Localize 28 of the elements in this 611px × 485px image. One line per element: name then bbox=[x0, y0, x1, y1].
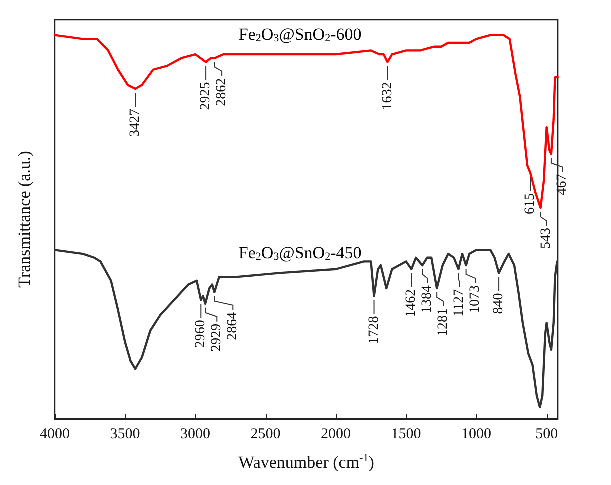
series-label: Fe2O3@SnO2-600 bbox=[238, 25, 362, 44]
x-tick-label: 1500 bbox=[391, 426, 422, 442]
y-axis-title: Transmittance (a.u.) bbox=[15, 151, 34, 288]
annotation: 1728 bbox=[366, 316, 382, 344]
annotation: 1073 bbox=[468, 286, 484, 314]
x-tick-label: 4000 bbox=[40, 426, 70, 442]
annotation: 2864 bbox=[226, 312, 241, 340]
annotation: 1632 bbox=[380, 82, 396, 110]
annotation: 2862 bbox=[214, 78, 230, 106]
annotation: 3427 bbox=[128, 109, 144, 138]
annotation: 840 bbox=[492, 293, 507, 314]
x-tick-label: 2000 bbox=[321, 426, 352, 442]
annotation: 615 bbox=[523, 193, 538, 214]
x-tick-label: 1000 bbox=[462, 426, 492, 442]
x-tick-label: 3500 bbox=[110, 426, 140, 442]
annotation: 1127 bbox=[452, 289, 468, 317]
annotation: 2925 bbox=[198, 82, 214, 110]
series-label: Fe2O3@SnO2-450 bbox=[238, 244, 362, 264]
annotation: 2960 bbox=[194, 320, 209, 348]
annotation: 1462 bbox=[404, 289, 420, 318]
x-tick-label: 500 bbox=[536, 426, 558, 442]
annotation: 543 bbox=[539, 228, 554, 249]
annotation: 1384 bbox=[420, 286, 436, 314]
annotation: 1281 bbox=[436, 308, 452, 337]
annotation: 467 bbox=[555, 174, 570, 196]
x-tick-label: 3000 bbox=[180, 426, 211, 442]
x-tick-label: 2500 bbox=[250, 426, 281, 442]
annotation: 2929 bbox=[210, 324, 225, 352]
